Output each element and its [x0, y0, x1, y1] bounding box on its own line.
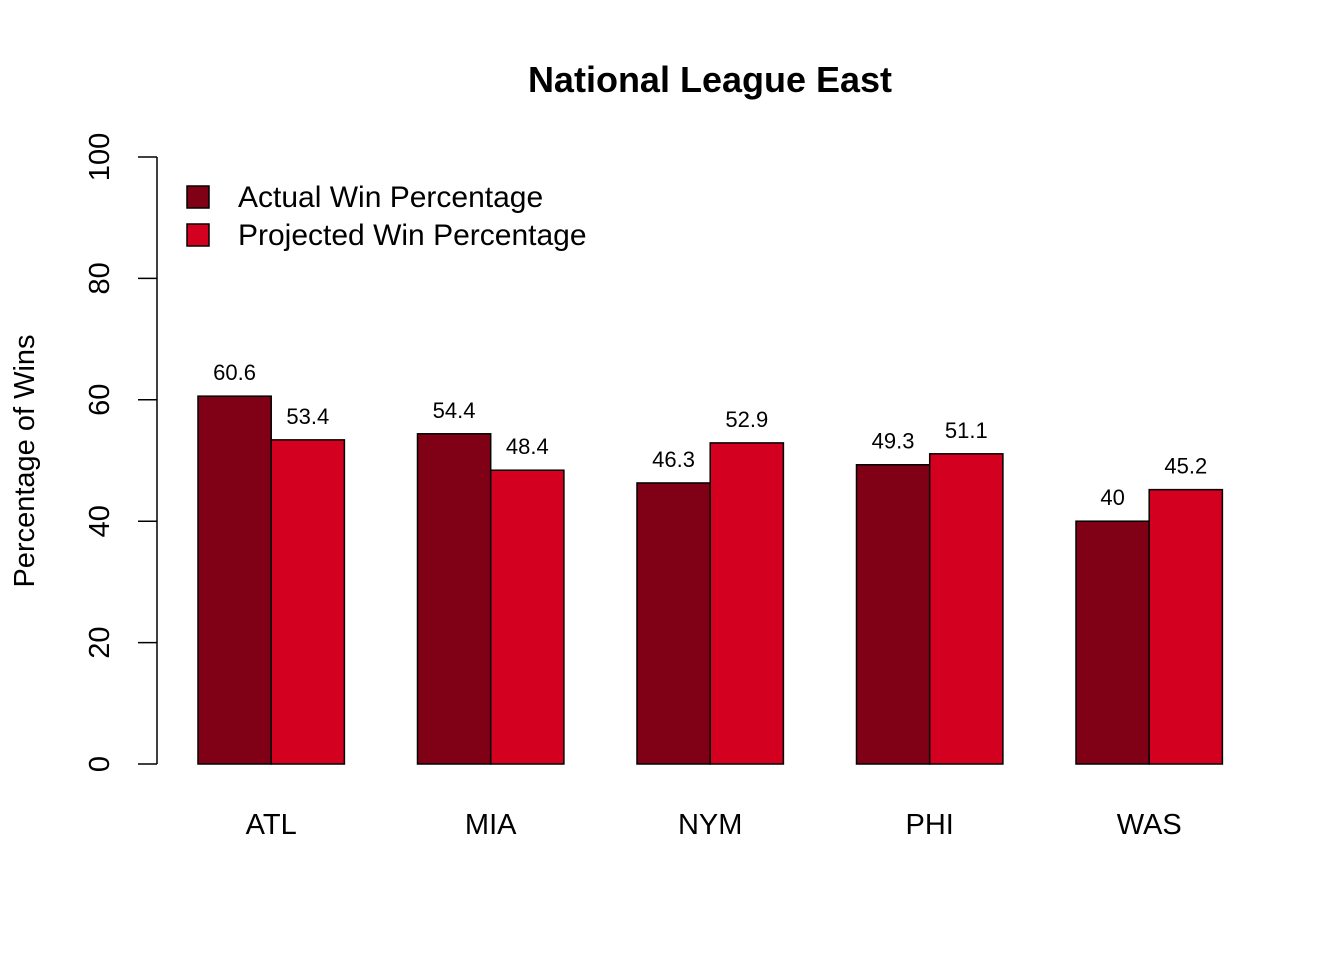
x-axis-labels: ATL MIA NYM PHI WAS — [246, 809, 1182, 841]
legend-label: Actual Win Percentage — [238, 181, 543, 214]
bar-was-projected — [1148, 488, 1224, 765]
y-tick-label: 100 — [84, 133, 116, 181]
x-category-label: ATL — [246, 809, 297, 841]
y-tick-label: 40 — [84, 505, 116, 537]
bar-was-actual — [1075, 520, 1150, 765]
data-label: 54.4 — [433, 398, 476, 423]
y-axis: 0 20 40 60 80 100 — [84, 133, 158, 772]
x-category-label: MIA — [465, 809, 517, 841]
y-tick-label: 80 — [84, 262, 116, 294]
data-label: 45.2 — [1164, 454, 1207, 479]
y-tick-label: 20 — [84, 626, 116, 658]
bar-mia-projected — [489, 469, 565, 765]
data-label: 53.4 — [286, 404, 329, 429]
data-label: 51.1 — [945, 418, 988, 443]
x-category-label: NYM — [678, 809, 742, 841]
data-label: 48.4 — [506, 434, 549, 459]
legend-swatch — [186, 185, 210, 209]
legend-label: Projected Win Percentage — [238, 219, 587, 252]
data-label: 49.3 — [872, 429, 915, 454]
legend-swatch — [186, 223, 210, 247]
bar-nym-actual — [636, 482, 711, 765]
y-tick-label: 60 — [84, 384, 116, 416]
bar-phi-projected — [928, 453, 1004, 765]
bar-mia-actual — [416, 433, 492, 765]
chart-title: National League East — [528, 59, 892, 100]
bar-atl-actual — [197, 395, 272, 765]
data-label: 52.9 — [725, 407, 768, 432]
bar-atl-projected — [270, 439, 346, 765]
x-category-label: WAS — [1117, 809, 1182, 841]
y-axis-label: Percentage of Wins — [9, 334, 41, 587]
data-label: 40 — [1100, 485, 1124, 510]
data-labels: 60.6 53.4 54.4 48.4 46.3 52.9 49.3 51.1 40 45.2 — [213, 360, 1207, 510]
x-category-label: PHI — [906, 809, 954, 841]
y-tick-label: 0 — [84, 756, 116, 772]
bar-phi-actual — [855, 463, 931, 765]
bars — [197, 395, 1224, 765]
bar-nym-projected — [709, 442, 785, 765]
data-label: 46.3 — [652, 447, 695, 472]
legend: Actual Win Percentage Projected Win Perce… — [186, 181, 587, 252]
data-label: 60.6 — [213, 360, 256, 385]
